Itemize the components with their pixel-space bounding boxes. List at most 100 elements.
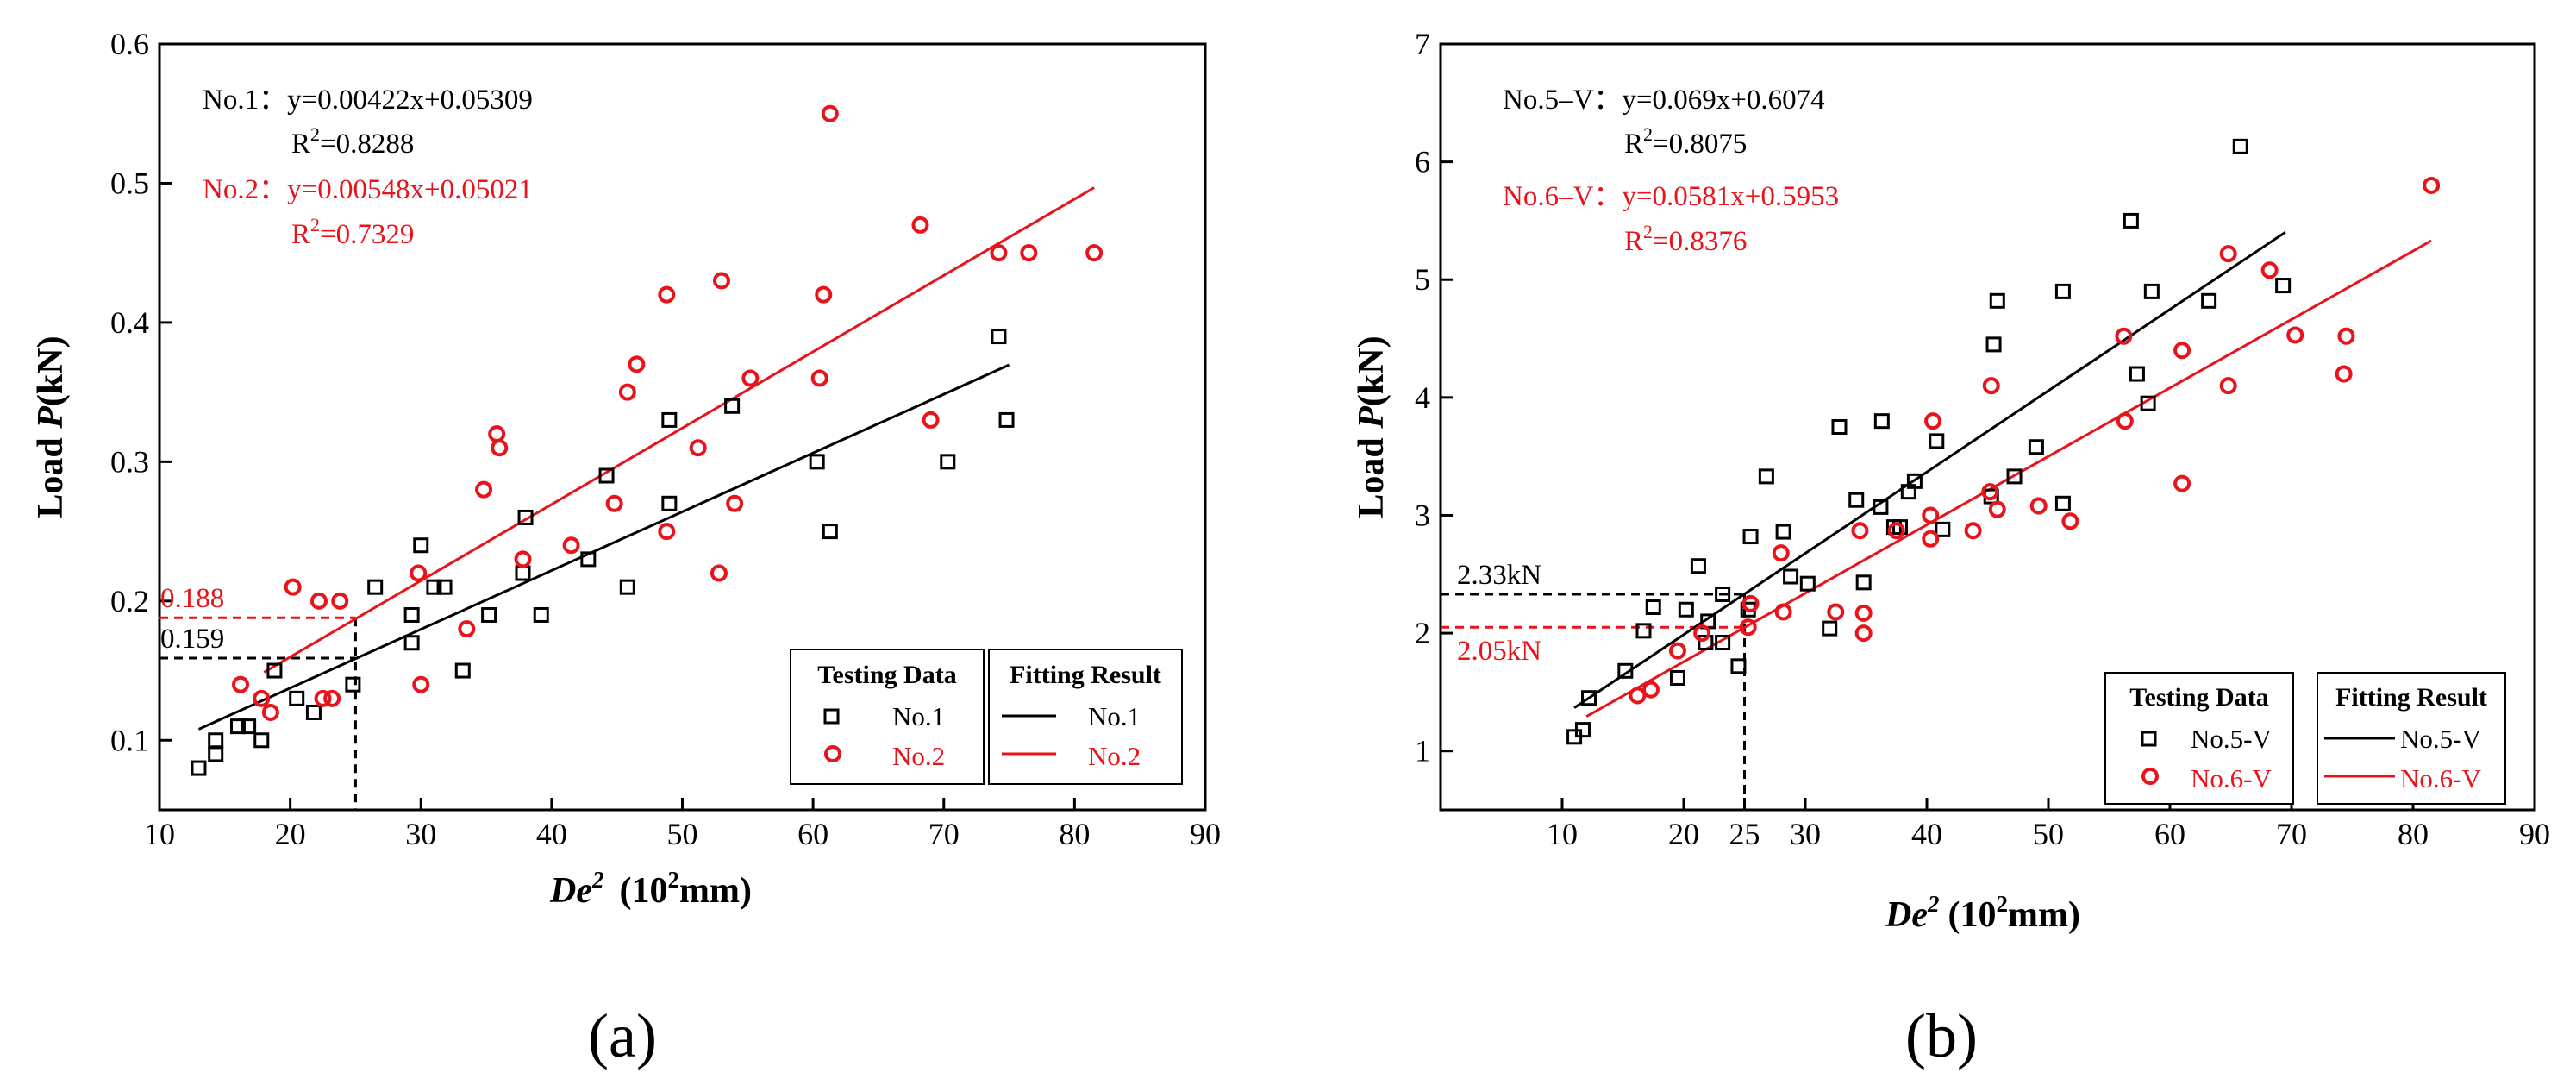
data-point-circle: [726, 494, 744, 512]
data-point-circle: [261, 703, 279, 721]
x-label-unit-post: mm): [2008, 895, 2080, 935]
data-point-square: [345, 676, 361, 693]
data-point-square: [1669, 669, 1685, 686]
r2-1-sup: 2: [1643, 123, 1653, 145]
data-point-square: [661, 411, 678, 428]
data-point-square: [1783, 568, 1799, 585]
x-label-var: De: [549, 871, 592, 911]
legend-square-marker: [823, 708, 840, 725]
data-point-circle: [710, 564, 728, 582]
data-point-square: [266, 662, 283, 679]
equation-2-name: No.2：: [203, 174, 287, 205]
x-tick-label: 50: [667, 817, 698, 851]
legend-fit-2-label: No.2: [1088, 741, 1141, 771]
data-point-circle: [2061, 512, 2079, 530]
y-tick-label: 5: [1415, 262, 1430, 297]
ref-value-label: 0.159: [160, 624, 224, 655]
equation-1-formula: y=0.00422x+0.05309: [287, 85, 533, 116]
data-point-circle: [815, 285, 833, 304]
data-point-circle: [2423, 176, 2441, 194]
y-label-var: P: [31, 406, 71, 430]
equation-2-formula: y=0.0581x+0.5953: [1622, 181, 1839, 212]
y-axis-label: Load P(kN): [31, 336, 71, 518]
y-tick-label: 0.2: [110, 584, 149, 618]
ref-value-label: 2.33kN: [1457, 560, 1541, 591]
reference-lines: 0.188 0.159: [159, 583, 357, 810]
x-label-sup: 2: [1927, 891, 1940, 917]
data-point-square: [1855, 574, 1872, 591]
data-point-square: [2123, 212, 2139, 229]
x-label-unit-sup: 2: [1997, 891, 2009, 917]
data-point-circle: [1988, 500, 2006, 518]
x-tick-label: 70: [2276, 817, 2307, 851]
data-point-square: [436, 579, 453, 595]
data-point-square: [1985, 336, 2002, 353]
data-point-circle: [1887, 522, 1905, 540]
data-point-square: [1775, 524, 1791, 540]
data-point-circle: [1629, 687, 1647, 705]
x-tick-label: 20: [1668, 817, 1699, 851]
y-tick-label: 0.1: [110, 723, 149, 757]
data-point-circle: [1922, 506, 1940, 524]
ref-value-label: 0.188: [160, 583, 224, 614]
equation-1-name: No.5–V：: [1503, 85, 1622, 116]
data-point-circle: [562, 536, 580, 555]
data-point-circle: [232, 675, 250, 693]
legend-box: [2104, 672, 2294, 805]
data-point-circle: [2173, 474, 2191, 492]
r2-2-base: R: [291, 219, 310, 250]
y-label-text: Load: [31, 429, 71, 518]
y-tick-label: 7: [1415, 27, 1430, 61]
data-point-circle: [253, 689, 271, 707]
data-point-square: [2201, 292, 2217, 309]
legend-title: Testing Data: [2129, 683, 2268, 712]
r2-1-base: R: [1624, 129, 1643, 160]
data-point-circle: [323, 689, 341, 707]
data-point-square: [998, 411, 1015, 428]
data-point-square: [2275, 278, 2292, 294]
y-tick-label: 4: [1415, 380, 1430, 415]
equation-2: No.2：y=0.00548x+0.05021: [203, 174, 533, 205]
data-point-square: [2054, 495, 2071, 511]
x-label-unit-post: mm): [679, 871, 752, 911]
y-label-var: P: [1352, 406, 1391, 430]
y-axis-label: Load P(kN): [1352, 336, 1391, 518]
ref-value-label: 2.05kN: [1457, 636, 1541, 667]
data-point-square: [367, 579, 384, 595]
data-point-circle: [2260, 261, 2279, 279]
legend-testing-data: Testing Data No.1 No.2: [790, 649, 985, 785]
data-point-circle: [2219, 245, 2237, 263]
data-point-circle: [1851, 522, 1869, 540]
r-squared-1: R2=0.8075: [1624, 123, 1747, 160]
equation-1: No.5–V：y=0.069x+0.6074: [1503, 85, 1825, 116]
x-tick-label: 60: [797, 817, 828, 851]
data-point-circle: [658, 523, 676, 541]
data-point-circle: [628, 355, 646, 373]
plot-frame: [1439, 42, 2536, 812]
data-points: [191, 104, 1104, 776]
legend-fitting-result: Fitting Result No.1 No.2: [988, 649, 1183, 785]
x-tick-label: 70: [928, 817, 960, 851]
data-point-circle: [741, 369, 760, 387]
x-tick-label: 80: [2398, 817, 2429, 851]
legend-title: Fitting Result: [1010, 661, 1161, 689]
data-point-circle: [314, 689, 332, 707]
data-point-circle: [821, 104, 839, 122]
data-point-circle: [1020, 244, 1038, 262]
y-label-text: Load: [1352, 429, 1391, 518]
legend-series-2-label: No.6-V: [2191, 763, 2272, 794]
data-point-square: [1906, 473, 1923, 489]
r2-1-value: =0.8288: [320, 129, 414, 160]
fit-line: [263, 186, 1095, 674]
data-point-square: [1758, 468, 1774, 485]
x-tick-label: 80: [1059, 817, 1090, 851]
r2-2-value: =0.7329: [320, 219, 414, 250]
legend-square-marker: [2141, 731, 2157, 747]
data-point-circle: [2337, 327, 2355, 345]
x-tick-label: 40: [1911, 817, 1942, 851]
legend-box: [790, 649, 985, 785]
data-point-square: [1690, 558, 1706, 574]
data-point-circle: [284, 578, 302, 596]
data-point-square: [1929, 433, 1945, 449]
